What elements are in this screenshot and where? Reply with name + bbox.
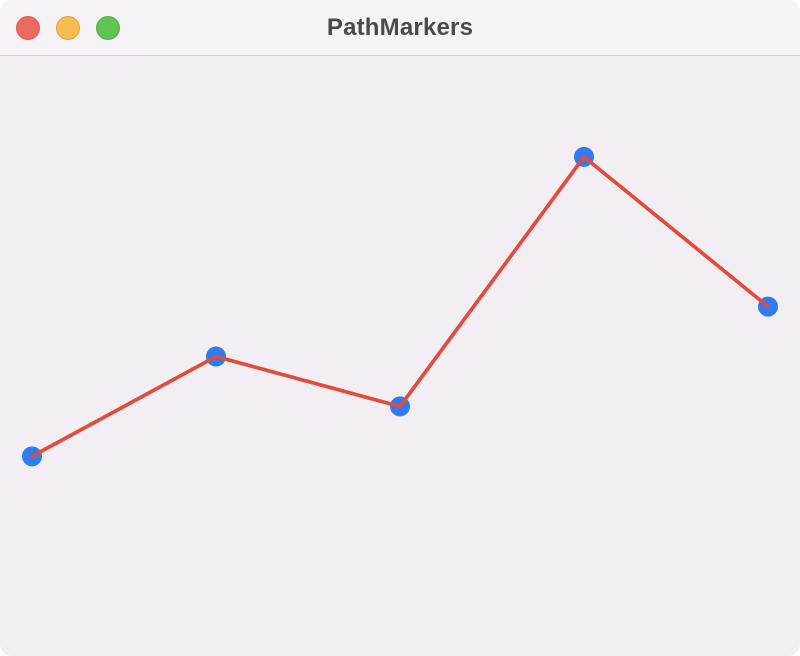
line-overlay-3 [582,155,770,309]
zoom-button[interactable] [96,16,120,40]
line-chart [22,146,778,467]
line-overlay-0 [30,354,218,459]
chart-canvas [0,57,800,656]
title-bar[interactable]: PathMarkers [0,0,800,56]
line-overlay-2 [398,155,586,409]
window-title: PathMarkers [326,14,474,41]
minimize-button[interactable] [56,16,80,40]
line-overlay-1 [214,354,402,409]
close-button[interactable] [16,16,40,40]
